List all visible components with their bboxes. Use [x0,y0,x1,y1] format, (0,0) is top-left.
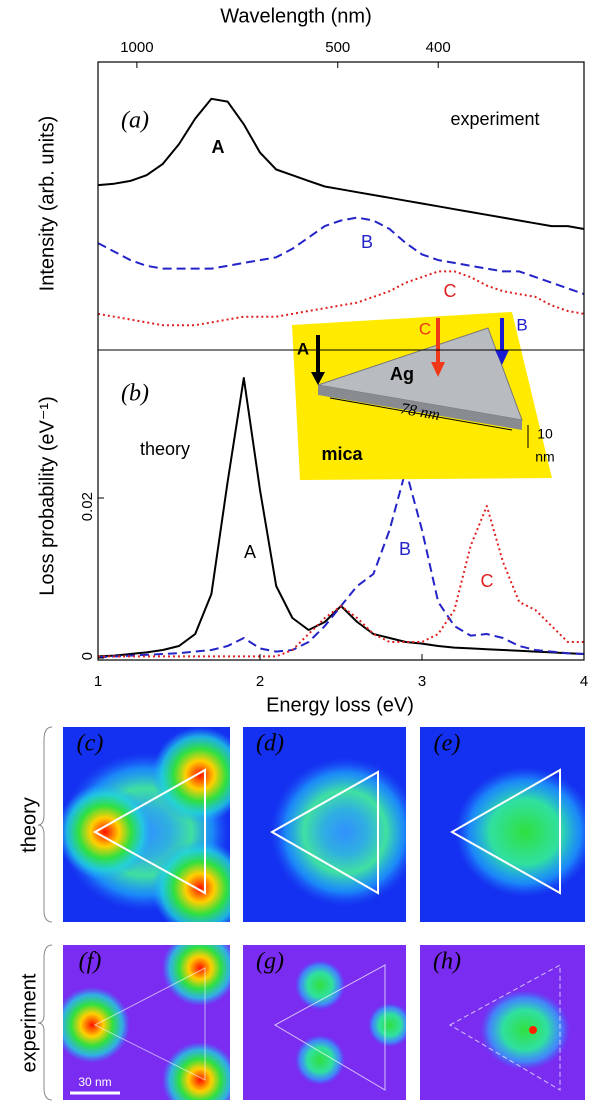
y-tick-label: 0.02 [79,492,96,521]
x2-tick-label: 400 [426,39,451,56]
chart: Intensity (arb. units) Wavelength (nm) 100… [36,5,585,327]
inset-label: C [419,319,431,338]
series-line [97,469,585,659]
inset-label: 10 [537,426,553,442]
series-line [98,505,584,658]
annotation: theory [140,439,190,459]
maps: theory experiment (c) (d) (e) (f) (g) (h) 30 nm [18,726,585,1101]
arrow-b-head [495,350,509,365]
y-tick-label: 0 [79,652,96,660]
row-label: theory [18,797,40,853]
inset-label: B [516,315,527,334]
scale-bar-label: 30 nm [78,1075,111,1089]
inset-label: nm [535,449,554,465]
annotation: A [212,137,225,157]
annotation: (a) [121,108,149,134]
inset-label: 78 nm [399,400,441,424]
series-line [97,97,585,230]
panel-label: (e) [434,731,461,757]
series-line [97,270,585,327]
plot-frame [97,61,585,661]
annotation: C [481,571,494,591]
x2-tick-label: 1000 [120,39,153,56]
annotation: B [361,232,373,252]
x-tick-label: 3 [418,673,426,690]
x-tick-label: 1 [94,673,102,690]
row-label: experiment [18,973,40,1072]
annotation: (b) [121,381,149,407]
annotation: B [399,539,411,559]
inset-label: Ag [390,364,414,384]
arrow-a-head [311,372,325,385]
inset-label: mica [321,444,363,464]
x-tick-label: 4 [580,673,588,690]
panel-label: (h) [433,949,461,975]
annotation: A [244,542,256,562]
series-line [97,216,585,296]
x-axis-label: Energy loss (eV) [266,694,414,716]
dimension-line [329,397,513,431]
y-axis-label: Loss probability (eV⁻¹) [36,396,58,596]
x2-axis-label: Wavelength (nm) [220,5,372,27]
chart: Loss probability (eV⁻¹) Energy loss (eV) 1… [36,377,588,716]
bracket [37,726,53,923]
annotation: C [444,281,457,301]
ag-prism-side [318,385,522,430]
panel-label: (f) [79,949,102,975]
x-tick-label: 2 [256,673,264,690]
inset-label: A [297,339,309,358]
y-axis-label: Intensity (arb. units) [36,116,58,292]
inset [292,312,552,480]
annotation: experiment [450,109,539,129]
bracket [37,944,53,1101]
panel-label: (g) [256,949,284,975]
arrow-c-head [431,362,445,377]
panel-label: (d) [256,731,284,757]
x2-tick-label: 500 [325,39,350,56]
panel-label: (c) [77,731,104,757]
